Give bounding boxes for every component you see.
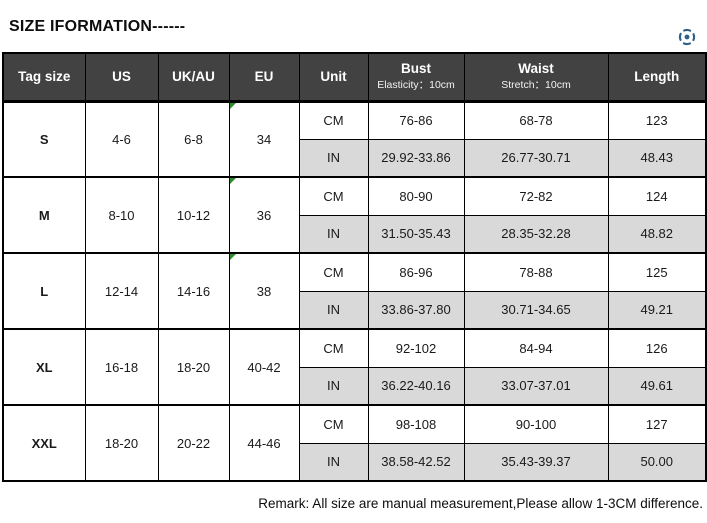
col-header-bust-label: Bust — [401, 61, 431, 77]
cell-unit-in: IN — [298, 442, 369, 482]
cell-us: 8-10 — [84, 176, 159, 254]
cell-ukau: 20-22 — [157, 404, 230, 482]
cell-unit-cm: CM — [298, 176, 369, 216]
cell-tag-size: L — [2, 252, 86, 330]
table-row-xl-in: IN 36.22-40.16 33.07-37.01 49.61 — [3, 366, 707, 406]
cell-waist-cm: 72-82 — [463, 176, 609, 216]
size-table: Tag size US UK/AU EU Unit Bust Elasticit… — [2, 52, 707, 482]
cell-length-cm: 125 — [607, 252, 707, 292]
cell-length-in: 50.00 — [607, 442, 707, 482]
col-header-length: Length — [607, 52, 707, 103]
cell-length-in: 49.21 — [607, 290, 707, 330]
col-header-waist-label: Waist — [518, 61, 554, 77]
cell-eu-value: 34 — [256, 131, 272, 147]
cell-bust-cm: 86-96 — [367, 252, 465, 292]
table-row-xxl-in: IN 38.58-42.52 35.43-39.37 50.00 — [3, 442, 707, 482]
cell-length-cm: 124 — [607, 176, 707, 216]
cell-unit-in: IN — [298, 214, 369, 254]
cell-unit-in: IN — [298, 366, 369, 406]
cell-tag-size: XL — [2, 328, 86, 406]
cell-waist-cm: 84-94 — [463, 328, 609, 368]
cell-unit-in: IN — [298, 290, 369, 330]
cell-us: 18-20 — [84, 404, 159, 482]
remark-text: Remark: All size are manual measurement,… — [258, 496, 703, 511]
cell-unit-cm: CM — [298, 252, 369, 292]
cell-eu: 44-46 — [228, 404, 300, 482]
cell-bust-in: 33.86-37.80 — [367, 290, 465, 330]
table-row-m-cm: M 8-10 10-12 36 CM 80-90 72-82 124 — [2, 176, 707, 254]
cell-unit-cm: CM — [298, 404, 369, 444]
cell-length-cm: 123 — [607, 100, 707, 140]
table-row-m-in: IN 31.50-35.43 28.35-32.28 48.82 — [3, 214, 707, 254]
table-row-xl-cm: XL 16-18 18-20 40-42 CM 92-102 84-94 126 — [2, 328, 707, 406]
cell-waist-in: 30.71-34.65 — [463, 290, 609, 330]
cell-eu: 38 — [228, 252, 300, 330]
cell-waist-in: 33.07-37.01 — [463, 366, 609, 406]
table-header-row: Tag size US UK/AU EU Unit Bust Elasticit… — [2, 52, 707, 103]
col-header-waist: Waist Stretch：10cm — [463, 52, 609, 103]
cell-waist-cm: 78-88 — [463, 252, 609, 292]
cell-waist-cm: 68-78 — [463, 100, 609, 140]
cell-bust-in: 29.92-33.86 — [367, 138, 465, 178]
table-row-xxl-cm: XXL 18-20 20-22 44-46 CM 98-108 90-100 1… — [2, 404, 707, 482]
table-row-l-cm: L 12-14 14-16 38 CM 86-96 78-88 125 — [2, 252, 707, 330]
cell-unit-cm: CM — [298, 328, 369, 368]
cell-us: 4-6 — [84, 100, 159, 178]
cell-length-cm: 127 — [607, 404, 707, 444]
col-header-eu: EU — [228, 52, 300, 103]
cell-unit-in: IN — [298, 138, 369, 178]
cell-ukau: 14-16 — [157, 252, 230, 330]
cell-eu: 36 — [228, 176, 300, 254]
cell-bust-in: 36.22-40.16 — [367, 366, 465, 406]
cell-bust-cm: 80-90 — [367, 176, 465, 216]
cell-us: 16-18 — [84, 328, 159, 406]
cell-length-in: 49.61 — [607, 366, 707, 406]
col-header-tag-size: Tag size — [2, 52, 86, 103]
col-header-bust: Bust Elasticity：10cm — [367, 52, 465, 103]
cell-length-in: 48.43 — [607, 138, 707, 178]
table-row-s-cm: S 4-6 6-8 34 CM 76-86 68-78 123 — [2, 100, 707, 178]
cell-length-cm: 126 — [607, 328, 707, 368]
col-header-bust-subtitle: Elasticity：10cm — [377, 79, 455, 92]
cell-eu-value: 36 — [256, 207, 272, 223]
cell-tag-size: M — [2, 176, 86, 254]
cell-waist-in: 26.77-30.71 — [463, 138, 609, 178]
cell-eu-value: 38 — [256, 283, 272, 299]
cell-eu: 34 — [228, 100, 300, 178]
cell-bust-in: 38.58-42.52 — [367, 442, 465, 482]
cell-us: 12-14 — [84, 252, 159, 330]
cell-tag-size: XXL — [2, 404, 86, 482]
table-row-l-in: IN 33.86-37.80 30.71-34.65 49.21 — [3, 290, 707, 330]
col-header-waist-subtitle: Stretch：10cm — [501, 79, 571, 92]
col-header-unit: Unit — [298, 52, 369, 103]
cell-bust-cm: 98-108 — [367, 404, 465, 444]
image-search-icon[interactable] — [677, 27, 697, 47]
table-row-s-in: IN 29.92-33.86 26.77-30.71 48.43 — [3, 138, 707, 178]
page-title: SIZE IFORMATION------ — [9, 18, 186, 35]
cell-unit-cm: CM — [298, 100, 369, 140]
cell-waist-in: 35.43-39.37 — [463, 442, 609, 482]
excel-error-flag-icon — [230, 179, 236, 184]
cell-bust-cm: 76-86 — [367, 100, 465, 140]
cell-length-in: 48.82 — [607, 214, 707, 254]
cell-tag-size: S — [2, 100, 86, 178]
excel-error-flag-icon — [230, 103, 236, 109]
cell-ukau: 18-20 — [157, 328, 230, 406]
cell-bust-cm: 92-102 — [367, 328, 465, 368]
cell-ukau: 10-12 — [157, 176, 230, 254]
cell-waist-cm: 90-100 — [463, 404, 609, 444]
cell-eu: 40-42 — [228, 328, 300, 406]
excel-error-flag-icon — [230, 255, 236, 260]
cell-waist-in: 28.35-32.28 — [463, 214, 609, 254]
col-header-us: US — [84, 52, 159, 103]
col-header-ukau: UK/AU — [157, 52, 230, 103]
cell-ukau: 6-8 — [157, 100, 230, 178]
cell-bust-in: 31.50-35.43 — [367, 214, 465, 254]
